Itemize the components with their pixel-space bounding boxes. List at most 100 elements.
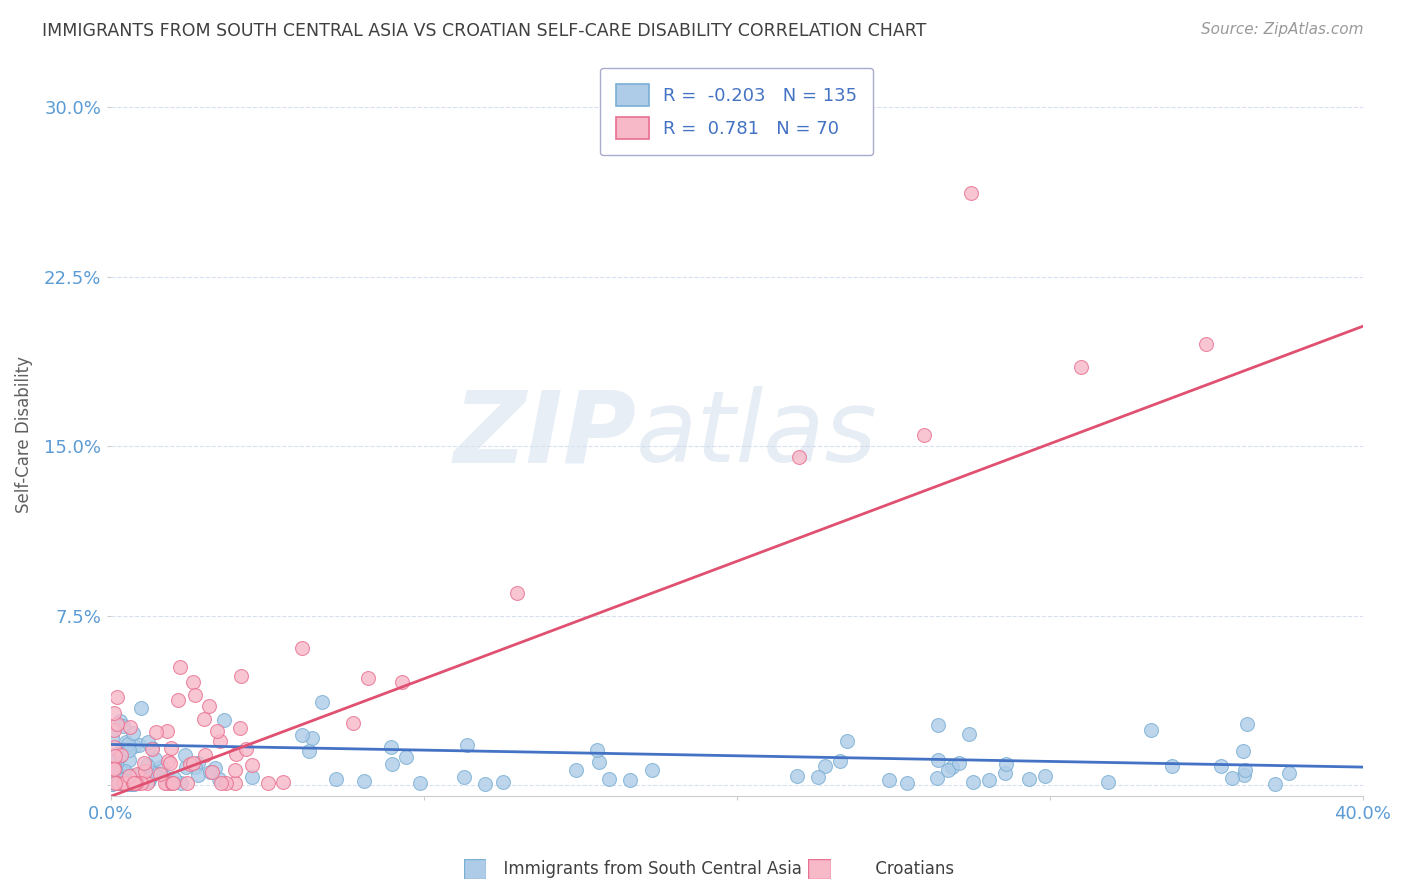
Point [291,728,314,742]
Point [101,770,124,784]
Point [104,775,127,789]
Point [117,769,139,783]
Point [212,713,235,727]
Point [641,763,664,777]
Point [214,776,236,790]
Point [453,770,475,784]
Point [208,733,231,747]
Point [994,756,1017,771]
Point [1033,769,1056,783]
Point [114,776,136,790]
Point [105,773,128,788]
Point [786,769,808,783]
Point [224,763,246,777]
Point [105,764,128,778]
Point [101,730,124,744]
Point [103,723,125,738]
Point [1236,716,1258,731]
Point [1264,777,1286,791]
Point [103,761,125,775]
Point [588,755,610,769]
Point [925,771,948,785]
Point [129,701,152,715]
Point [111,773,134,788]
Point [271,774,294,789]
Point [101,777,124,791]
Point [162,776,184,790]
Point [122,773,145,788]
Point [104,765,127,780]
Point [111,742,134,756]
Point [101,752,124,766]
Point [174,748,197,763]
Point [131,766,153,780]
Point [176,776,198,790]
Point [257,776,280,790]
Point [205,723,228,738]
Point [156,771,179,785]
Point [107,772,129,787]
Point [103,761,125,775]
Point [169,660,191,674]
Legend: R =  -0.203   N = 135, R =  0.781   N = 70: R = -0.203 N = 135, R = 0.781 N = 70 [600,68,873,155]
Point [828,754,851,768]
Point [1195,337,1218,351]
Point [357,671,380,685]
Point [896,776,918,790]
Point [110,748,132,763]
Point [108,776,131,790]
Point [229,721,252,735]
Point [224,775,246,789]
Point [142,766,165,780]
Point [1278,765,1301,780]
Point [1232,744,1254,758]
Point [492,774,515,789]
Point [129,776,152,790]
Point [101,776,124,790]
Point [101,755,124,769]
Point [103,706,125,721]
Point [381,756,404,771]
Point [1209,759,1232,773]
Point [105,769,128,783]
Point [941,760,963,774]
Point [136,773,159,788]
Point [125,776,148,790]
Point [104,765,127,780]
Point [112,776,135,790]
Text: Immigrants from South Central Asia              Croatians: Immigrants from South Central Asia Croat… [451,860,955,878]
Point [120,777,142,791]
Point [103,755,125,769]
Point [110,772,132,786]
Point [160,740,183,755]
Point [104,772,127,786]
Point [128,738,150,752]
Point [122,726,145,740]
Y-axis label: Self-Care Disability: Self-Care Disability [15,356,32,513]
Text: ZIP: ZIP [453,386,637,483]
Point [193,712,215,726]
Point [391,675,413,690]
Point [197,698,219,713]
Point [124,776,146,790]
Point [787,450,810,465]
Text: IMMIGRANTS FROM SOUTH CENTRAL ASIA VS CROATIAN SELF-CARE DISABILITY CORRELATION : IMMIGRANTS FROM SOUTH CENTRAL ASIA VS CR… [42,22,927,40]
Point [103,748,125,763]
Point [104,776,127,790]
Point [994,765,1017,780]
Point [145,724,167,739]
Point [103,763,125,777]
Point [120,777,142,791]
Point [117,753,139,767]
Point [1018,772,1040,786]
Point [1160,758,1182,772]
Point [136,758,159,772]
Point [104,771,127,785]
Point [979,773,1001,788]
Point [149,760,172,774]
Point [114,777,136,791]
Point [104,756,127,771]
Point [118,720,141,734]
Point [132,772,155,786]
Point [101,777,124,791]
